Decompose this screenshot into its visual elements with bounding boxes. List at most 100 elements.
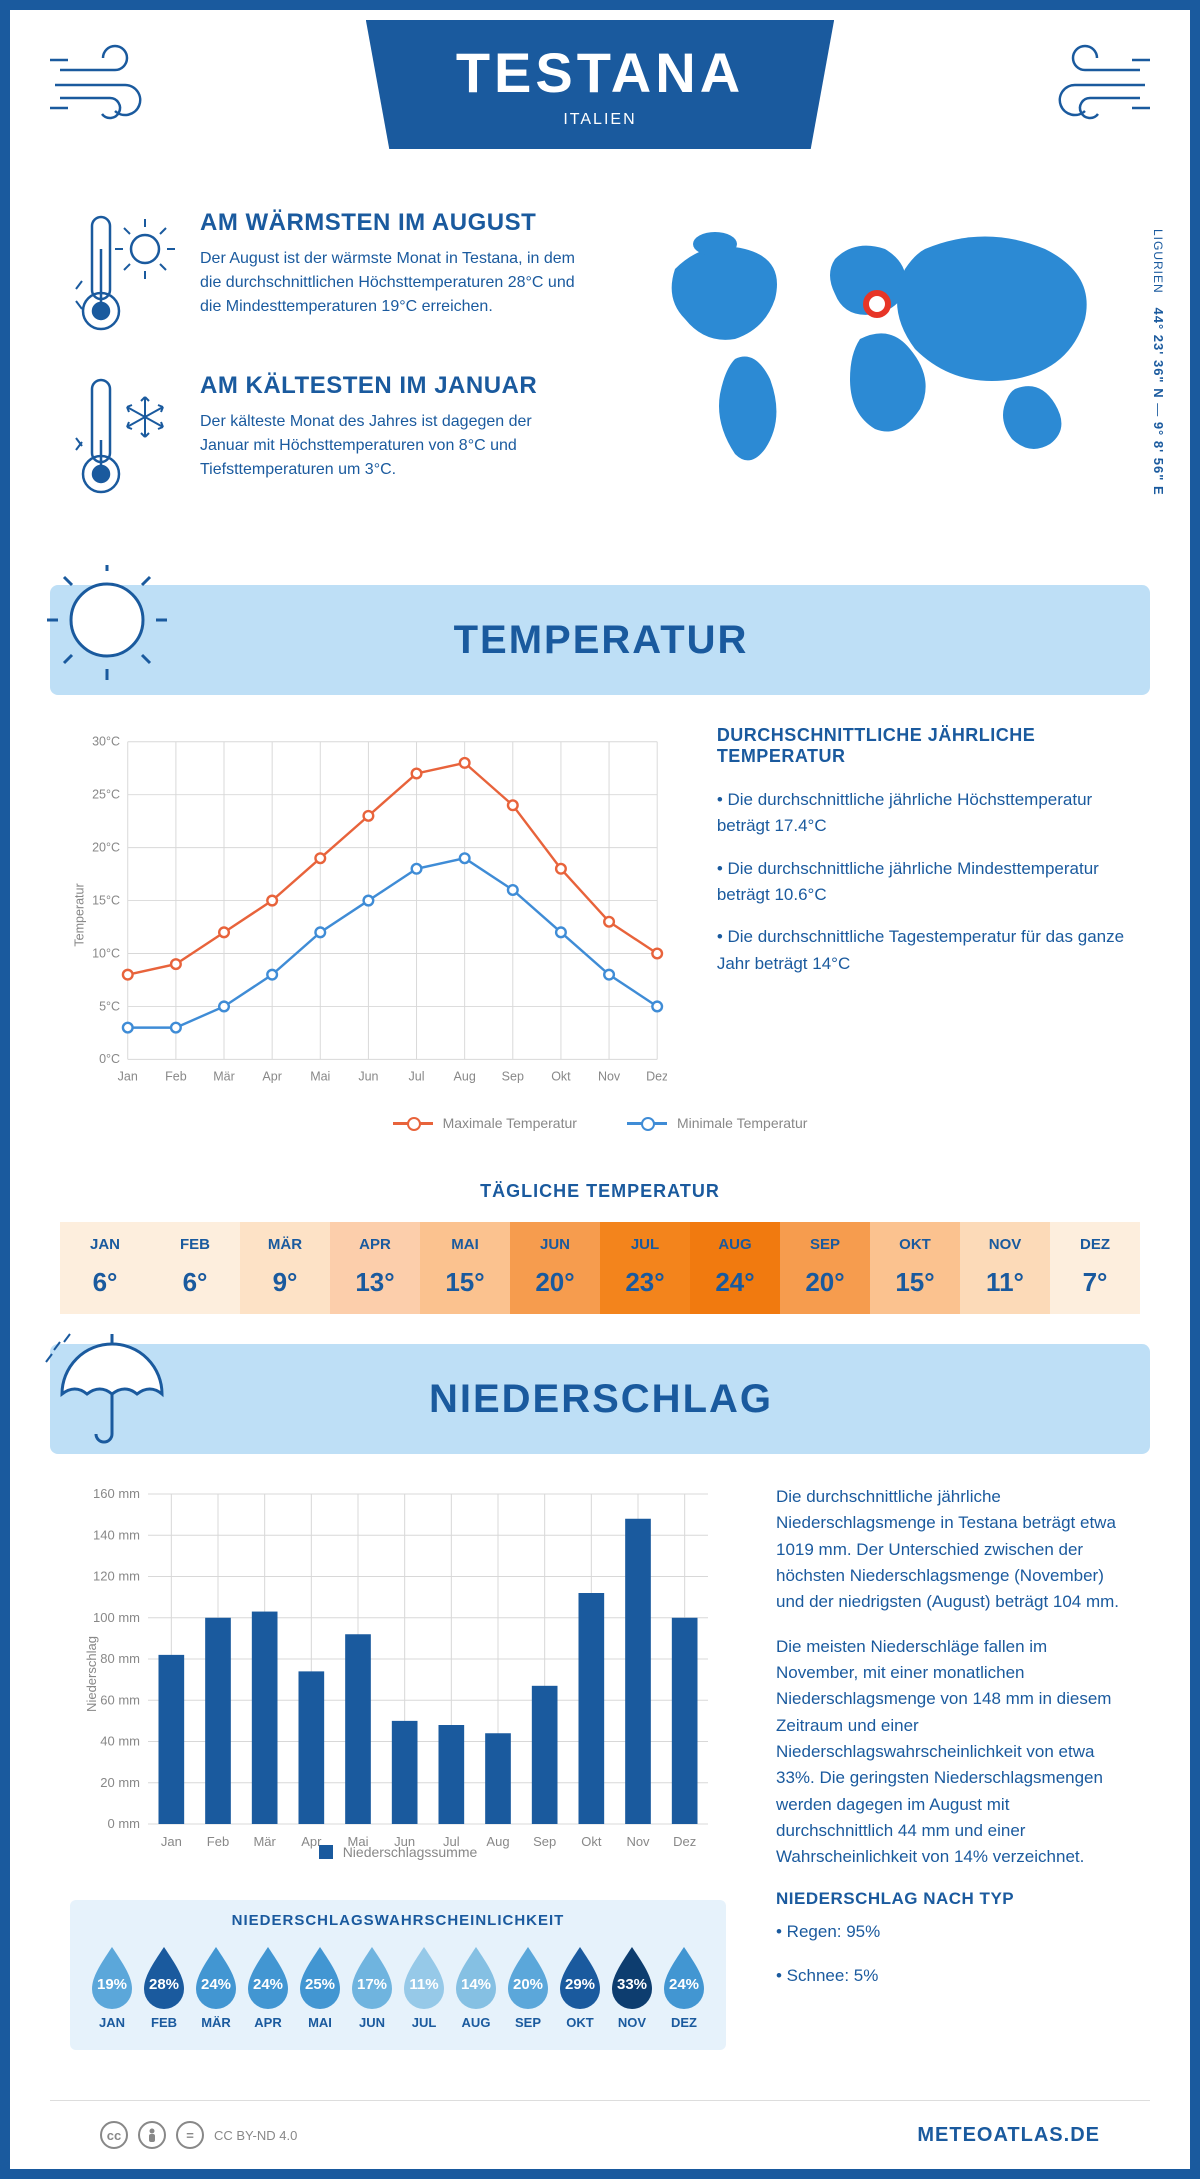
svg-text:80 mm: 80 mm [100, 1651, 140, 1666]
svg-text:Jul: Jul [409, 1070, 425, 1084]
section-title: NIEDERSCHLAG [172, 1377, 1030, 1422]
svg-text:Dez: Dez [673, 1834, 696, 1849]
cc-icon: cc [100, 2121, 128, 2149]
svg-text:Jun: Jun [358, 1070, 378, 1084]
summary-heading: DURCHSCHNITTLICHE JÄHRLICHE TEMPERATUR [717, 725, 1130, 767]
svg-text:60 mm: 60 mm [100, 1692, 140, 1707]
svg-text:24%: 24% [253, 1976, 283, 1993]
svg-text:160 mm: 160 mm [93, 1486, 140, 1501]
section-banner-temperature: TEMPERATUR [50, 585, 1150, 695]
svg-text:20 mm: 20 mm [100, 1775, 140, 1790]
precipitation-text: Die durchschnittliche jährliche Niedersc… [776, 1484, 1130, 2050]
site-name: METEOATLAS.DE [917, 2124, 1100, 2147]
probability-drop: 17% JUN [346, 1943, 398, 2030]
section-banner-precipitation: NIEDERSCHLAG [50, 1344, 1150, 1454]
svg-text:15°C: 15°C [92, 893, 120, 907]
footer: cc = CC BY-ND 4.0 METEOATLAS.DE [50, 2100, 1150, 2149]
svg-text:5°C: 5°C [99, 999, 120, 1013]
probability-drop: 33% NOV [606, 1943, 658, 2030]
region: LIGURIEN [1151, 229, 1165, 294]
thermometer-snow-icon [70, 372, 180, 507]
daily-cell: JAN6° [60, 1222, 150, 1314]
svg-text:Aug: Aug [454, 1070, 476, 1084]
info-row: AM WÄRMSTEN IM AUGUST Der August ist der… [10, 189, 1190, 565]
precip-type-heading: NIEDERSCHLAG NACH TYP [776, 1889, 1130, 1909]
svg-text:Feb: Feb [207, 1834, 229, 1849]
lat: 44° 23' 36" N [1151, 308, 1166, 399]
svg-text:25°C: 25°C [92, 788, 120, 802]
daily-cell: MAI15° [420, 1222, 510, 1314]
precipitation-bar-chart: 0 mm20 mm40 mm60 mm80 mm100 mm120 mm140 … [70, 1484, 726, 1864]
svg-text:Sep: Sep [502, 1070, 524, 1084]
svg-text:Jan: Jan [118, 1070, 138, 1084]
svg-text:30°C: 30°C [92, 735, 120, 749]
probability-drop: 24% APR [242, 1943, 294, 2030]
probability-drop: 14% AUG [450, 1943, 502, 2030]
svg-text:Mär: Mär [213, 1070, 235, 1084]
svg-text:Temperatur: Temperatur [72, 883, 86, 946]
probability-drop: 24% DEZ [658, 1943, 710, 2030]
title-block: TESTANA ITALIEN [366, 20, 834, 149]
daily-cell: OKT15° [870, 1222, 960, 1314]
daily-cell: SEP20° [780, 1222, 870, 1314]
coldest-body: Der kälteste Monat des Jahres ist dagege… [200, 410, 580, 482]
svg-text:Dez: Dez [646, 1070, 667, 1084]
umbrella-icon [42, 1324, 172, 1454]
thermometer-sun-icon [70, 209, 180, 344]
probability-box: NIEDERSCHLAGSWAHRSCHEINLICHKEIT 19% JAN … [70, 1900, 726, 2050]
svg-text:20%: 20% [513, 1976, 543, 1993]
legend-max: Maximale Temperatur [443, 1115, 577, 1131]
svg-text:Nov: Nov [626, 1834, 650, 1849]
svg-text:Mai: Mai [310, 1070, 330, 1084]
warmest-body: Der August ist der wärmste Monat in Test… [200, 247, 580, 319]
coordinates: LIGURIEN 44° 23' 36" N — 9° 8' 56" E [1151, 229, 1166, 496]
svg-text:10°C: 10°C [92, 946, 120, 960]
coldest-title: AM KÄLTESTEN IM JANUAR [200, 372, 580, 400]
daily-cell: APR13° [330, 1222, 420, 1314]
svg-text:Apr: Apr [301, 1834, 322, 1849]
svg-text:Mär: Mär [253, 1834, 276, 1849]
page-title: TESTANA [456, 40, 744, 105]
legend-min: Minimale Temperatur [677, 1115, 807, 1131]
precip-type-rain: • Regen: 95% [776, 1919, 1130, 1945]
temperature-summary: DURCHSCHNITTLICHE JÄHRLICHE TEMPERATUR •… [717, 725, 1130, 1105]
svg-text:Sep: Sep [533, 1834, 556, 1849]
svg-text:19%: 19% [97, 1976, 127, 1993]
daily-cell: AUG24° [690, 1222, 780, 1314]
daily-temperature-grid: JAN6°FEB6°MÄR9°APR13°MAI15°JUN20°JUL23°A… [60, 1222, 1140, 1314]
svg-text:25%: 25% [305, 1976, 335, 1993]
svg-text:Jun: Jun [394, 1834, 415, 1849]
svg-text:33%: 33% [617, 1976, 647, 1993]
world-map [620, 209, 1130, 489]
wind-icon [1030, 40, 1150, 135]
sun-icon [42, 565, 172, 695]
temperature-line-chart: 0°C5°C10°C15°C20°C25°C30°CJanFebMärAprMa… [70, 725, 667, 1105]
svg-text:24%: 24% [669, 1976, 699, 1993]
probability-drop: 19% JAN [86, 1943, 138, 2030]
license-text: CC BY-ND 4.0 [214, 2128, 297, 2143]
probability-drop: 20% SEP [502, 1943, 554, 2030]
svg-text:Okt: Okt [551, 1070, 571, 1084]
probability-drop: 28% FEB [138, 1943, 190, 2030]
svg-text:140 mm: 140 mm [93, 1527, 140, 1542]
svg-text:Mai: Mai [348, 1834, 369, 1849]
daily-cell: FEB6° [150, 1222, 240, 1314]
daily-cell: MÄR9° [240, 1222, 330, 1314]
svg-text:Jul: Jul [443, 1834, 460, 1849]
lon: 9° 8' 56" E [1151, 422, 1166, 496]
by-icon [138, 2121, 166, 2149]
probability-drop: 11% JUL [398, 1943, 450, 2030]
svg-text:11%: 11% [409, 1976, 438, 1993]
svg-text:17%: 17% [357, 1976, 387, 1993]
svg-text:Nov: Nov [598, 1070, 621, 1084]
probability-drop: 25% MAI [294, 1943, 346, 2030]
probability-drop: 29% OKT [554, 1943, 606, 2030]
svg-text:29%: 29% [565, 1976, 595, 1993]
svg-text:120 mm: 120 mm [93, 1569, 140, 1584]
svg-text:14%: 14% [461, 1976, 491, 1993]
svg-text:Aug: Aug [486, 1834, 509, 1849]
svg-text:24%: 24% [201, 1976, 231, 1993]
svg-text:0°C: 0°C [99, 1052, 120, 1066]
coldest-block: AM KÄLTESTEN IM JANUAR Der kälteste Mona… [70, 372, 580, 507]
summary-bullet: • Die durchschnittliche Tagestemperatur … [717, 924, 1130, 977]
